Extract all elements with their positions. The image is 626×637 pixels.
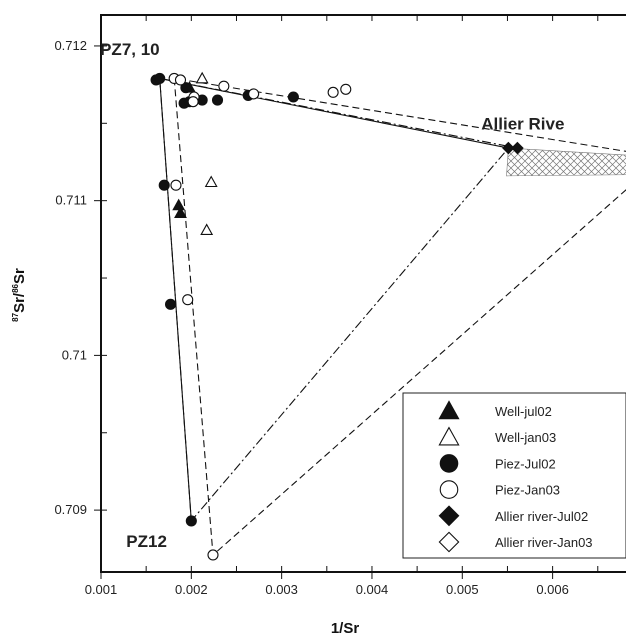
point-piez-jan03-5 <box>248 88 260 100</box>
point-piez-jul02-2 <box>180 82 192 94</box>
point-well-jul02-1 <box>172 198 186 211</box>
point-piez-jan03-1 <box>174 74 187 86</box>
point-piez-jul02-10 <box>164 298 177 310</box>
plot-area: PZ7, 10 Allier Rive PZ12 <box>100 40 626 561</box>
point-piez-jan03-3 <box>187 96 199 108</box>
legend-marker-well-jan03 <box>438 426 460 446</box>
x-axis-title: 1/Sr <box>331 620 360 637</box>
y-axis-title-sr-87: Sr/ <box>11 292 28 313</box>
y-axis-title: 87Sr/86Sr <box>11 268 28 322</box>
legend-marker-piez-jul02 <box>439 454 459 473</box>
point-piez-jan03-8 <box>170 179 182 191</box>
y-axis-title-sup-86: 86 <box>11 283 20 292</box>
point-piez-jan03-7 <box>340 83 352 95</box>
point-piez-jul02-9 <box>158 179 170 191</box>
y-tick-label-1: 0.71 <box>62 347 87 362</box>
point-piez-jan03-4 <box>218 80 230 92</box>
x-tick-label-3: 0.004 <box>356 582 389 597</box>
x-tick-label-4: 0.005 <box>446 582 479 597</box>
legend-marker-allier-river-jan03 <box>438 531 460 553</box>
point-well-jan03-2 <box>200 223 214 236</box>
legend-box <box>402 392 626 559</box>
point-piez-jul02-11 <box>185 515 197 527</box>
legend-label-well-jan03: Well-jan03 <box>495 430 556 445</box>
y-axis-title-sr-86: Sr <box>11 268 28 284</box>
legend-marker-piez-jan03 <box>439 480 459 499</box>
legend-label-well-jul02: Well-jul02 <box>495 404 552 419</box>
y-tick-label-2: 0.711 <box>55 193 87 208</box>
mixing-line-dashed-3 <box>173 77 626 557</box>
x-tick-label-1: 0.002 <box>175 582 208 597</box>
point-layer <box>150 71 524 561</box>
river-hatched-region <box>506 147 626 177</box>
y-tick-label-0: 0.709 <box>54 502 87 517</box>
point-piez-jan03-6 <box>327 86 339 98</box>
x-tick-label-2: 0.003 <box>265 582 298 597</box>
point-piez-jul02-6 <box>211 94 224 106</box>
point-piez-jan03-10 <box>207 549 219 561</box>
point-piez-jul02-1 <box>154 72 166 84</box>
point-well-jan03-1 <box>204 175 218 188</box>
point-piez-jul02-8 <box>287 91 299 103</box>
x-tick-label-0: 0.001 <box>85 582 118 597</box>
legend-label-allier-river-jan03: Allier river-Jan03 <box>495 535 593 550</box>
legend: Well-jul02 Well-jan03 Piez-Jul02 Piez-Jan03… <box>402 392 626 559</box>
legend-label-allier-river-jul02: Allier river-Jul02 <box>495 509 588 524</box>
legend-items: Well-jul02 Well-jan03 Piez-Jul02 Piez-Jan03… <box>438 400 593 553</box>
annotation-layer: PZ7, 10 Allier Rive PZ12 <box>100 40 564 551</box>
y-axis: 0.709 0.71 0.711 0.712 <box>54 38 107 517</box>
legend-marker-well-jul02 <box>438 400 460 420</box>
y-tick-label-3: 0.712 <box>54 38 87 53</box>
point-well-jul02-2 <box>174 206 187 218</box>
x-tick-label-5: 0.006 <box>536 582 569 597</box>
legend-marker-allier-river-jul02 <box>438 505 460 527</box>
point-allier-river-jul02-1 <box>511 141 524 155</box>
point-allier-river-jul02-0 <box>502 141 515 155</box>
legend-label-piez-jul02: Piez-Jul02 <box>495 456 556 471</box>
point-well-jan03-0 <box>195 71 209 84</box>
annotation-0: PZ7, 10 <box>100 40 160 59</box>
annotation-2: PZ12 <box>126 532 167 551</box>
y-axis-title-sup-87: 87 <box>11 312 20 321</box>
legend-label-piez-jan03: Piez-Jan03 <box>495 483 560 498</box>
plot-frame <box>100 14 626 573</box>
line-layer <box>159 77 626 557</box>
point-piez-jan03-9 <box>182 294 194 306</box>
mixing-line-dashdot-2 <box>159 77 518 523</box>
annotation-1: Allier Rive <box>481 114 564 133</box>
region-layer <box>506 147 626 177</box>
